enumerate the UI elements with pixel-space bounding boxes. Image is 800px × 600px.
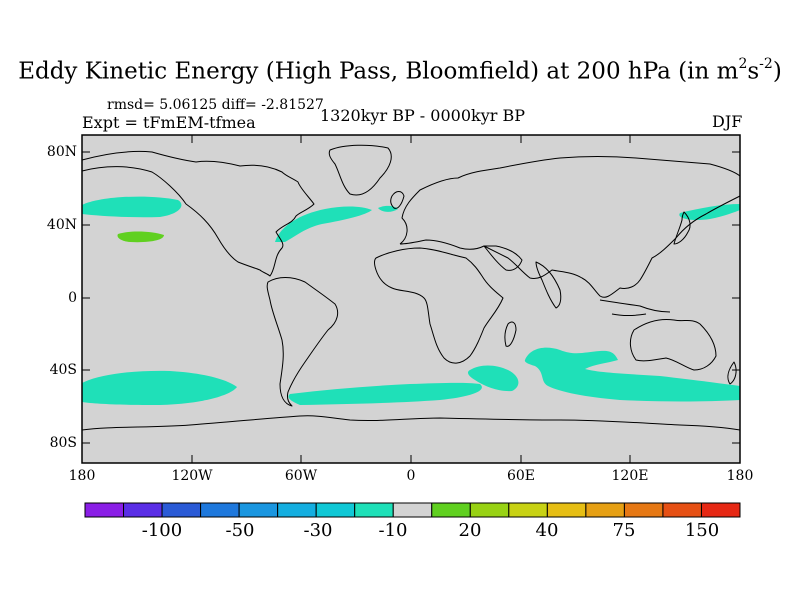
north-pacific-east-band: [82, 196, 182, 218]
uk-coastline: [390, 191, 405, 209]
colorbar-segment: [277, 502, 317, 518]
map-background: [82, 135, 740, 463]
lat-tick-80n: 80N: [46, 144, 77, 160]
colorbar-segment: [123, 502, 163, 518]
colorbar-label: 20: [458, 520, 482, 541]
colorbar-segment: [238, 502, 279, 518]
lat-tick-40s: 40S: [49, 362, 77, 378]
colorbar-label: -10: [378, 520, 408, 541]
greenland-coastline: [328, 144, 392, 196]
colorbar-label: 75: [612, 520, 636, 541]
colorbar-segment: [200, 502, 240, 518]
colorbar-segment: [662, 502, 702, 518]
colorbar-segment: [585, 502, 625, 518]
coastlines: [81, 144, 741, 431]
lon-tick-60e: 60E: [506, 468, 536, 484]
antarctica-coastline: [81, 415, 741, 431]
north-atlantic-band: [275, 206, 372, 242]
south-america-coastline: [266, 277, 339, 407]
colorbar: [84, 502, 741, 518]
south-pacific-band: [82, 370, 237, 405]
australia-coastline: [629, 319, 717, 371]
indonesia-coastline: [599, 299, 671, 316]
lon-tick-180w: 180: [68, 468, 96, 484]
lat-tick-80s: 80S: [49, 435, 77, 451]
lon-tick-0: 0: [406, 468, 416, 484]
axis-ticks: [81, 135, 741, 463]
colorbar-label: 150: [684, 520, 720, 541]
japan-coastline: [673, 211, 691, 245]
colorbar-segment: [354, 502, 394, 518]
madagascar-coastline: [504, 321, 517, 347]
season-label: DJF: [712, 112, 743, 131]
colorbar-label: 40: [535, 520, 559, 541]
stats-text: rmsd= 5.06125 diff= -2.81527: [107, 97, 324, 113]
lon-tick-60w: 60W: [284, 468, 318, 484]
colorbar-segment: [623, 502, 664, 518]
lat-tick-40n: 40N: [46, 217, 77, 233]
lon-tick-120e: 120E: [611, 468, 649, 484]
map-title: Eddy Kinetic Energy (High Pass, Bloomfie…: [18, 56, 782, 85]
south-indian-east-band: [524, 347, 740, 402]
colorbar-segment: [392, 502, 433, 518]
arabia-coastline: [483, 245, 523, 271]
africa-coastline: [374, 247, 504, 364]
colorbar-label: -30: [303, 520, 333, 541]
south-indian-west-band: [467, 365, 519, 392]
lon-tick-120w: 120W: [171, 468, 213, 484]
colorbar-segment: [431, 502, 471, 518]
period-label: 1320kyr BP - 0000kyr BP: [320, 106, 525, 125]
colorbar-segment: [469, 502, 510, 518]
colorbar-segment: [84, 502, 125, 518]
lat-tick-0: 0: [68, 290, 77, 306]
shaded-regions: [82, 196, 740, 405]
north-pacific-positive-spot: [117, 231, 164, 243]
south-atlantic-band: [288, 382, 482, 405]
north-america-coastline: [81, 151, 315, 277]
colorbar-label: -100: [141, 520, 183, 541]
india-coastline: [535, 261, 562, 309]
colorbar-segment: [508, 502, 548, 518]
lon-tick-180e: 180: [726, 468, 754, 484]
colorbar-segment: [546, 502, 587, 518]
colorbar-segment: [700, 502, 741, 518]
experiment-label: Expt = tFmEM-tfmea: [82, 113, 256, 132]
colorbar-label: -50: [225, 520, 255, 541]
colorbar-segment: [315, 502, 356, 518]
new-zealand-coastline: [727, 361, 737, 385]
eurasia-coastline: [399, 156, 741, 298]
colorbar-segment: [161, 502, 202, 518]
